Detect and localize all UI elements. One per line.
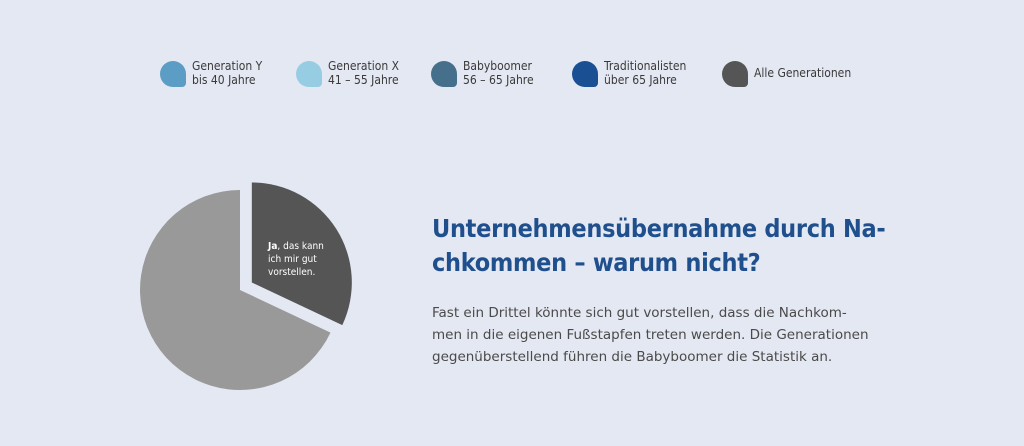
legend-swatch-icon — [160, 61, 186, 87]
legend-swatch-icon — [572, 61, 598, 87]
pie-slice-0 — [251, 182, 352, 326]
pie-chart — [140, 182, 352, 390]
legend-swatch-icon — [722, 61, 748, 87]
section-heading: Unternehmensübernahme durch Na- chkommen… — [432, 214, 886, 277]
legend-label: Babyboomer 56 – 65 Jahre — [463, 59, 534, 87]
legend-swatch-icon — [431, 61, 457, 87]
pie-slice-1 — [140, 190, 331, 390]
legend-label: Traditionalisten über 65 Jahre — [604, 59, 687, 87]
legend-label: Generation X 41 – 55 Jahre — [328, 59, 400, 87]
legend-swatch-icon — [296, 61, 322, 87]
legend-label: Alle Generationen — [754, 66, 852, 80]
pie-slice-label: Ja, das kann ich mir gut vorstellen. — [268, 241, 324, 278]
section-body: Fast ein Drittel könnte sich gut vorstel… — [432, 305, 869, 365]
